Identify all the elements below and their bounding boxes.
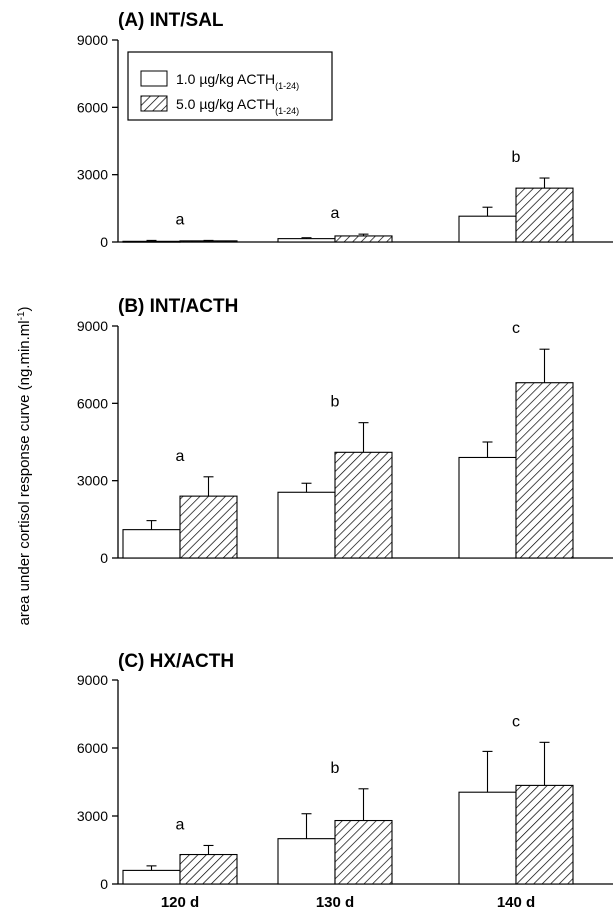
y-tick-label: 6000 [77, 740, 108, 756]
significance-label: b [331, 760, 340, 777]
y-tick-label: 9000 [77, 32, 108, 48]
bar-1 [277, 491, 336, 559]
significance-label: a [176, 816, 185, 833]
bar-1 [277, 838, 336, 885]
x-tick-label: 140 d [497, 894, 535, 911]
y-tick-label: 9000 [77, 318, 108, 334]
significance-label: a [331, 205, 340, 222]
y-tick-label: 6000 [77, 395, 108, 411]
y-tick-label: 3000 [77, 808, 108, 824]
bar-1 [122, 869, 181, 885]
significance-label: b [331, 394, 340, 411]
y-axis-label: area under cortisol response curve (ng.m… [16, 306, 34, 625]
bar-1 [458, 215, 517, 243]
y-tick-label: 6000 [77, 99, 108, 115]
bar-2 [334, 235, 393, 243]
bar-2 [334, 819, 393, 885]
bar-1 [458, 456, 517, 559]
chart-panel-3: (C) HX/ACTH 0 3000 6000 9000 a 120 d b 130 d c 140… [77, 651, 613, 911]
x-tick-label: 130 d [316, 894, 354, 911]
chart-panel-2: (B) INT/ACTH 0 3000 6000 9000 a b c [77, 296, 613, 566]
significance-label: c [512, 320, 520, 337]
panel-title: (C) HX/ACTH [118, 651, 234, 672]
panel-title: (B) INT/ACTH [118, 296, 238, 317]
chart-panel-1: (A) INT/SAL 0 3000 6000 9000 a a b [77, 10, 613, 250]
y-tick-label: 0 [100, 550, 108, 566]
y-tick-label: 3000 [77, 167, 108, 183]
legend-swatch-hatched [140, 95, 168, 112]
bar-2 [179, 495, 238, 559]
bar-2 [515, 382, 574, 559]
panel-title: (A) INT/SAL [118, 10, 224, 31]
y-tick-label: 3000 [77, 473, 108, 489]
bar-2 [179, 853, 238, 885]
bar-2 [179, 240, 238, 243]
bar-1 [122, 529, 181, 559]
significance-label: a [176, 211, 185, 228]
x-tick-label: 120 d [161, 894, 199, 911]
legend-item-2: 5.0 µg/kg ACTH(1-24) [176, 96, 299, 116]
bar-1 [277, 238, 336, 243]
y-tick-label: 9000 [77, 672, 108, 688]
bar-2 [515, 187, 574, 243]
y-tick-label: 0 [100, 876, 108, 892]
legend-item-1: 1.0 µg/kg ACTH(1-24) [176, 71, 299, 91]
bar-2 [334, 451, 393, 559]
legend: 1.0 µg/kg ACTH(1-24) 5.0 µg/kg ACTH(1-24… [127, 51, 333, 121]
bar-1 [122, 240, 181, 243]
legend-swatch-white [140, 70, 168, 87]
significance-label: c [512, 713, 520, 730]
bar-2 [515, 784, 574, 885]
bar-1 [458, 791, 517, 885]
y-tick-label: 0 [100, 234, 108, 250]
chart-panels: (A) INT/SAL 0 3000 6000 9000 a a b (B) INT/ACTH 0… [77, 10, 613, 911]
significance-label: a [176, 448, 185, 465]
significance-label: b [512, 149, 521, 166]
